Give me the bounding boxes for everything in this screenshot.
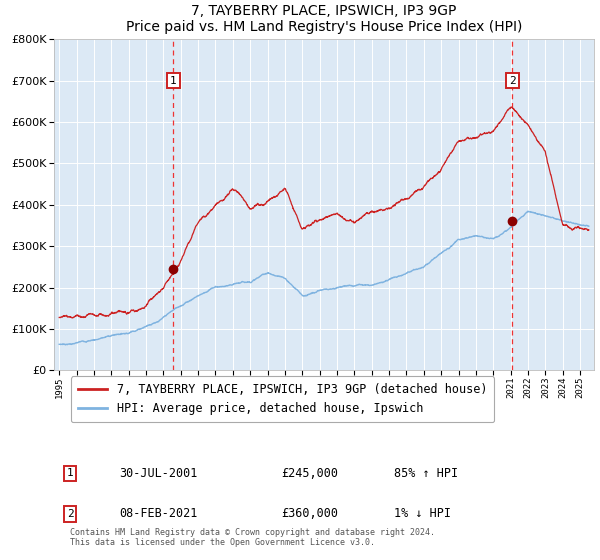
Text: £360,000: £360,000: [281, 507, 338, 520]
Text: 2: 2: [509, 76, 516, 86]
Text: £245,000: £245,000: [281, 467, 338, 480]
Text: 2: 2: [67, 509, 74, 519]
Text: Contains HM Land Registry data © Crown copyright and database right 2024.
This d: Contains HM Land Registry data © Crown c…: [70, 528, 435, 547]
Text: 1% ↓ HPI: 1% ↓ HPI: [394, 507, 451, 520]
Text: 85% ↑ HPI: 85% ↑ HPI: [394, 467, 458, 480]
Text: 1: 1: [170, 76, 177, 86]
Text: 08-FEB-2021: 08-FEB-2021: [119, 507, 197, 520]
Title: 7, TAYBERRY PLACE, IPSWICH, IP3 9GP
Price paid vs. HM Land Registry's House Pric: 7, TAYBERRY PLACE, IPSWICH, IP3 9GP Pric…: [126, 4, 522, 34]
Legend: 7, TAYBERRY PLACE, IPSWICH, IP3 9GP (detached house), HPI: Average price, detach: 7, TAYBERRY PLACE, IPSWICH, IP3 9GP (det…: [71, 376, 494, 422]
Text: 30-JUL-2001: 30-JUL-2001: [119, 467, 197, 480]
Text: 1: 1: [67, 468, 74, 478]
